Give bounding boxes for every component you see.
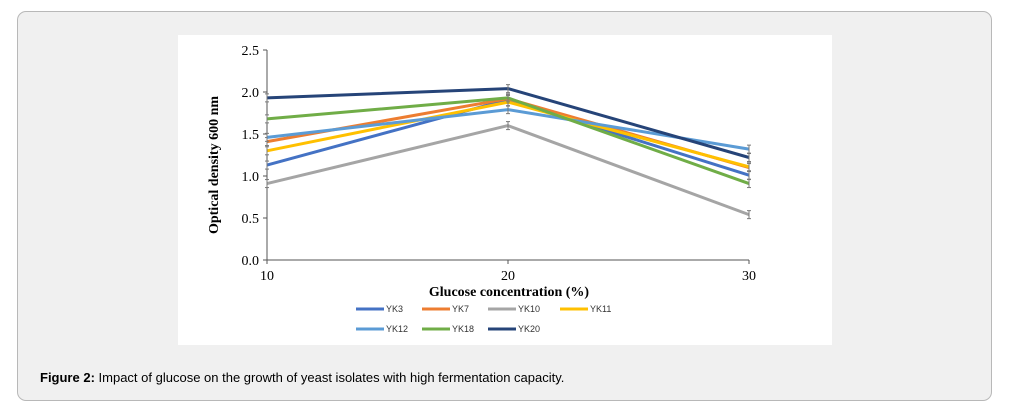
y-tick-label: 1.0 (242, 170, 260, 185)
y-ticks: 0.0 0.5 1.0 1.5 2.0 2.5 (242, 44, 267, 269)
y-tick-label: 0.0 (242, 254, 260, 269)
line-chart: 0.0 0.5 1.0 1.5 2.0 2.5 10 20 30 Optical densit… (207, 44, 756, 334)
y-tick-label: 1.5 (242, 128, 260, 143)
figure-caption-text: Impact of glucose on the growth of yeast… (98, 370, 565, 385)
y-tick-label: 2.0 (242, 86, 260, 101)
legend-label-yk18: YK18 (452, 324, 474, 334)
figure-caption: Figure 2: Impact of glucose on the growt… (40, 370, 564, 385)
legend: YK3 YK7 YK10 YK11 YK12 YK18 YK20 (356, 304, 611, 334)
y-axis-label: Optical density 600 nm (207, 96, 222, 234)
x-tick-label: 10 (260, 269, 274, 284)
figure-label: Figure 2: (40, 370, 95, 385)
chart-panel: 0.0 0.5 1.0 1.5 2.0 2.5 10 20 30 Optical densit… (178, 35, 832, 345)
x-tick-label: 20 (501, 269, 515, 284)
legend-label-yk3: YK3 (386, 304, 403, 314)
data-series (265, 84, 751, 220)
x-axis-label: Glucose concentration (%) (429, 285, 590, 300)
legend-label-yk11: YK11 (590, 304, 611, 314)
series-line-yk10 (266, 124, 750, 217)
x-tick-label: 30 (742, 269, 756, 284)
y-tick-label: 2.5 (242, 44, 260, 59)
y-tick-label: 0.5 (242, 212, 260, 227)
legend-label-yk7: YK7 (452, 304, 469, 314)
axes (266, 50, 749, 261)
x-ticks: 10 20 30 (260, 260, 756, 284)
legend-label-yk20: YK20 (518, 324, 540, 334)
legend-label-yk10: YK10 (518, 304, 540, 314)
legend-label-yk12: YK12 (386, 324, 408, 334)
